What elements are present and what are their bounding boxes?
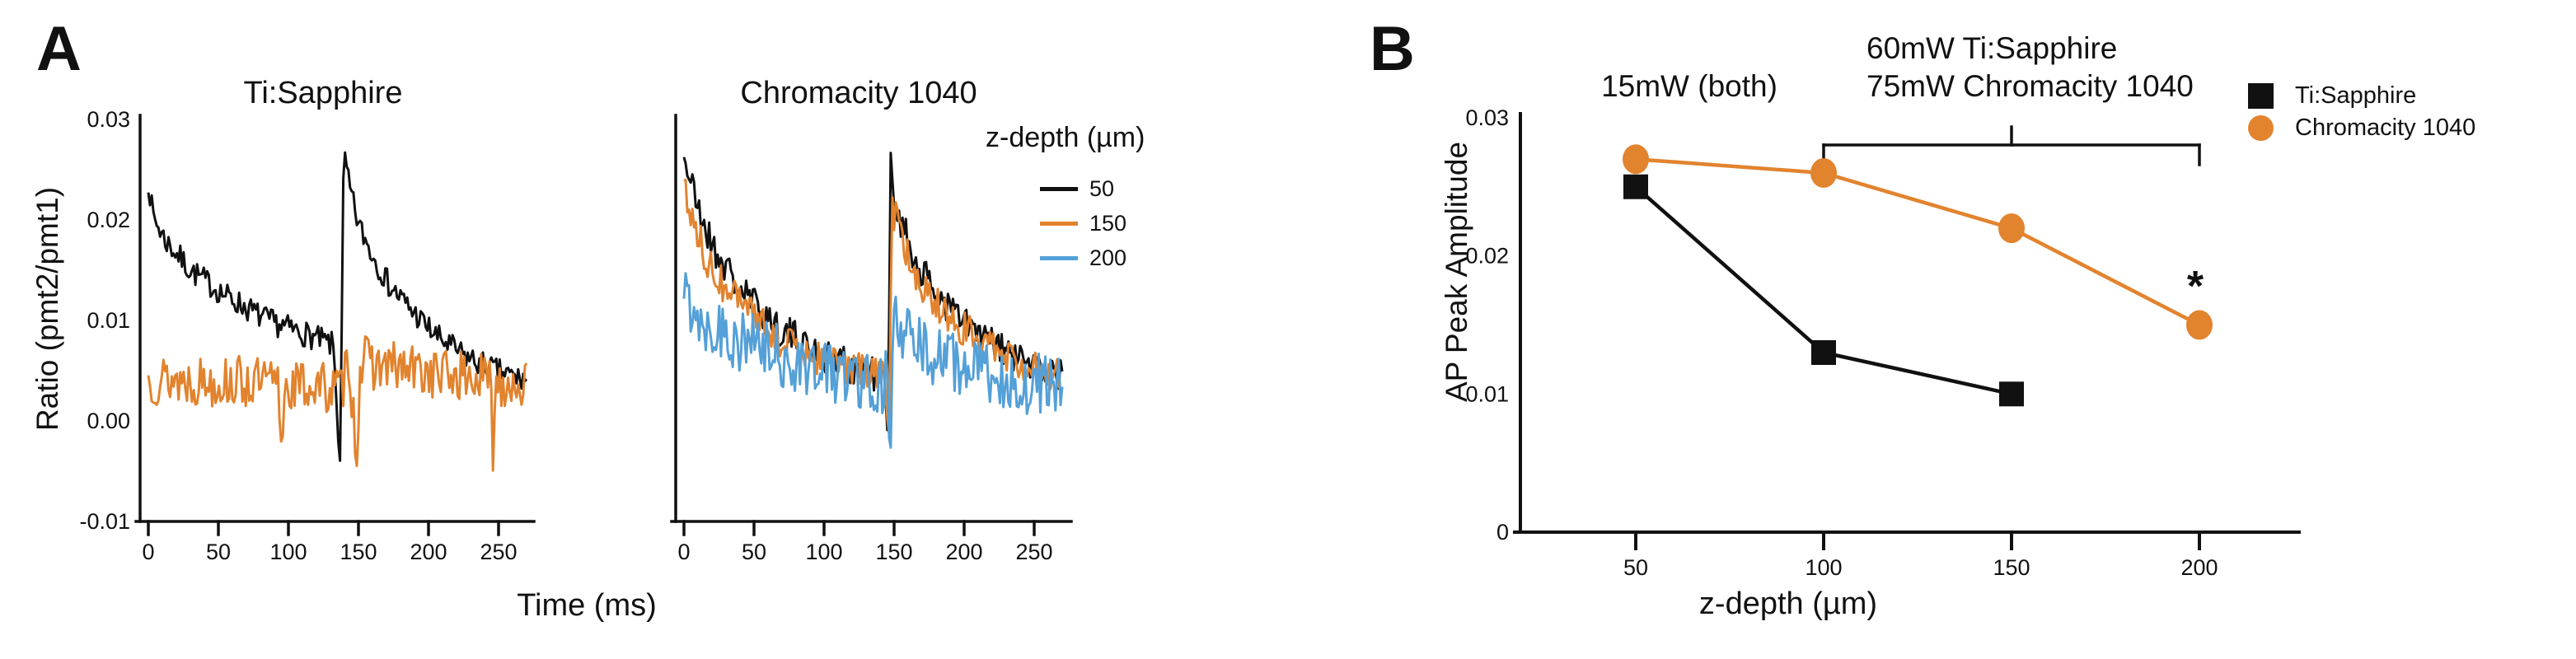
series-line-circle (1635, 157, 2201, 327)
legend-item-50: 50 (1040, 176, 1114, 202)
y-tick-label-b: 0.03 (1465, 105, 1509, 130)
x-tick-label-b: 100 (1805, 555, 1842, 580)
x-tick-label-a_right: 150 (875, 540, 912, 564)
legend-item-150: 150 (1040, 211, 1126, 236)
trace-a_left-150 (147, 335, 528, 472)
line-swatch-150-icon (1040, 222, 1078, 226)
data-point-square-100 (1811, 339, 1836, 365)
data-point-circle-50 (1623, 144, 1649, 175)
x-tick-label-a_left: 150 (340, 540, 377, 564)
legend-label-50: 50 (1089, 176, 1115, 201)
line-swatch-50-icon (1040, 187, 1078, 191)
y-tick-label-a_left: 0.03 (87, 107, 130, 132)
x-tick-label-a_left: 100 (269, 540, 307, 564)
y-tick-label-a_left: 0.00 (87, 409, 130, 433)
panel-b-y-axis-label: AP Peak Amplitude (1440, 141, 1473, 403)
legend-item-ti-sapphire: Ti:Sapphire (2248, 82, 2416, 110)
x-tick-label-a_left: 200 (410, 540, 447, 564)
x-tick-label-a_right: 0 (677, 540, 690, 564)
x-tick-label-b: 150 (1993, 555, 2030, 580)
x-tick-label-b: 50 (1623, 555, 1648, 580)
data-point-square-50 (1623, 174, 1648, 199)
x-tick-label-a_right: 100 (805, 540, 842, 564)
legend-label-200: 200 (1089, 245, 1127, 270)
panel-a-label: A (36, 14, 82, 84)
legend-item-chromacity: Chromacity 1040 (2248, 115, 2475, 142)
y-tick-label-a_left: -0.01 (79, 509, 130, 534)
x-tick-label-a_right: 50 (742, 540, 766, 564)
x-tick-label-b: 200 (2180, 555, 2218, 580)
data-point-square-150 (1999, 381, 2024, 407)
data-point-circle-100 (1810, 157, 1837, 188)
legend-label-chromacity: Chromacity 1040 (2295, 115, 2476, 141)
trace-a_left-50 (147, 151, 528, 462)
panel-a-x-axis-label: Time (ms) (517, 588, 657, 623)
z-depth-legend-title: z-depth (µm) (986, 122, 1145, 153)
panel-b-x-axis-label: z-depth (µm) (1698, 587, 1878, 621)
x-tick-label-a_left: 250 (480, 540, 517, 564)
x-tick-label-a_left: 50 (206, 540, 231, 564)
annotation-high-power-line1: 60mW Ti:Sapphire (1866, 31, 2118, 65)
trace-a_right-200 (682, 272, 1064, 449)
legend-label-150: 150 (1089, 211, 1127, 236)
trace-a_right-150 (683, 178, 1064, 435)
significance-asterisk: * (2186, 263, 2204, 311)
plot-title-ti-sapphire: Ti:Sapphire (243, 76, 403, 110)
legend-label-ti-sapphire: Ti:Sapphire (2295, 82, 2417, 109)
y-tick-label-a_left: 0.02 (87, 208, 130, 232)
panel-a-y-axis-label: Ratio (pmt2/pmt1) (30, 186, 64, 432)
y-tick-label-b: 0.01 (1465, 381, 1509, 406)
circle-marker-icon (2248, 115, 2274, 141)
y-tick-label-b: 0 (1496, 520, 1509, 544)
y-tick-label-a_left: 0.01 (87, 308, 130, 333)
x-tick-label-a_left: 0 (142, 540, 154, 564)
annotation-high-power-line2: 75mW Chromacity 1040 (1866, 69, 2194, 103)
x-tick-label-a_right: 250 (1015, 540, 1052, 564)
y-tick-label-b: 0.02 (1465, 244, 1509, 269)
line-swatch-200-icon (1040, 256, 1078, 260)
data-point-circle-150 (1998, 213, 2025, 244)
annotation-high-power: 60mW Ti:Sapphire 75mW Chromacity 1040 (1866, 30, 2194, 105)
panel-b-label: B (1370, 14, 1415, 84)
square-marker-icon (2248, 83, 2274, 109)
plot-title-chromacity: Chromacity 1040 (740, 76, 977, 110)
data-point-circle-200 (2186, 310, 2213, 340)
annotation-15mw: 15mW (both) (1601, 69, 1777, 103)
legend-item-200: 200 (1040, 245, 1126, 271)
x-tick-label-a_right: 200 (945, 540, 982, 564)
